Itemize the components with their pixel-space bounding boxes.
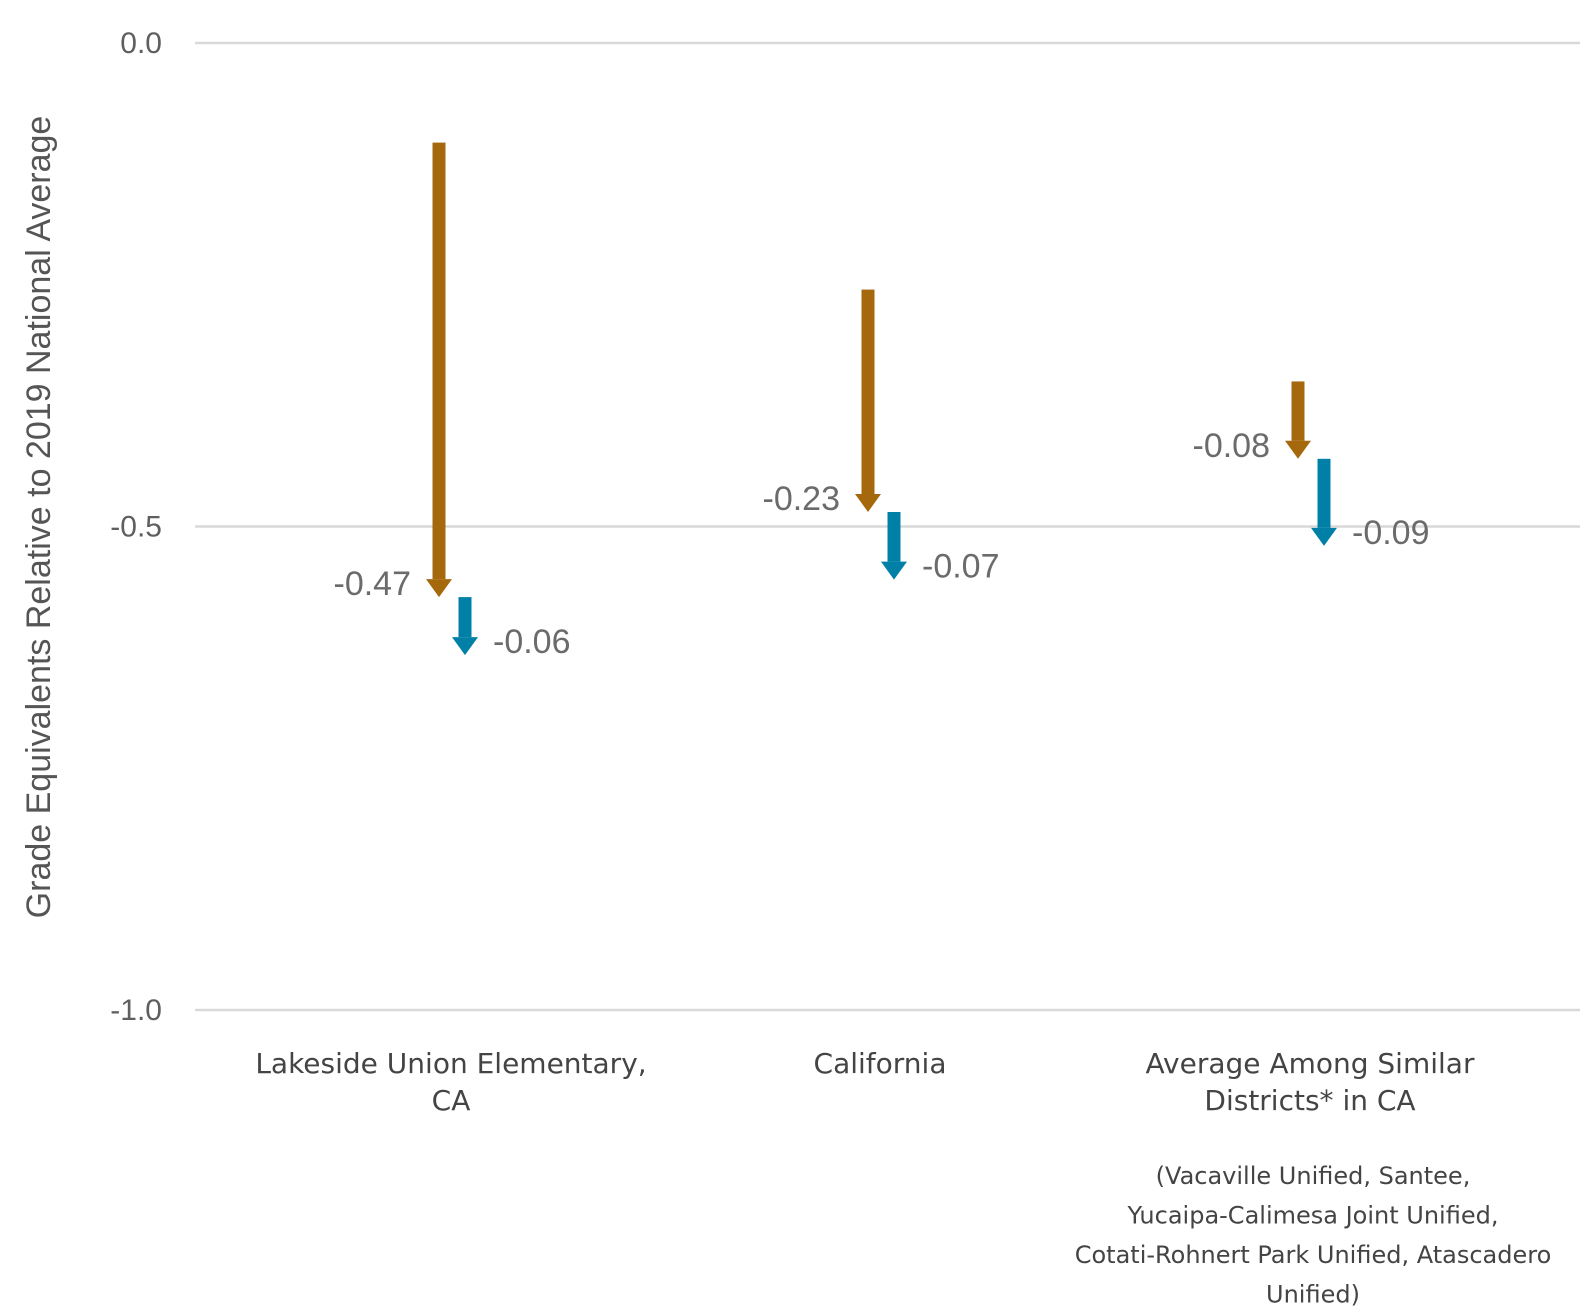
category-note: Cotati-Rohnert Park Unified, Atascadero xyxy=(1075,1241,1552,1269)
data-label: -0.06 xyxy=(493,623,571,661)
data-label: -0.23 xyxy=(763,480,841,518)
arrow-shaft xyxy=(861,289,875,494)
arrow-shaft xyxy=(1317,458,1331,528)
category-labels: Lakeside Union Elementary, CA California Av… xyxy=(255,1047,1551,1309)
arrow-shaft xyxy=(1291,381,1305,441)
arrow-head xyxy=(1311,527,1337,546)
arrow-shaft xyxy=(458,597,472,638)
category-note: Unified) xyxy=(1266,1281,1360,1309)
arrow-shaft xyxy=(887,511,901,562)
arrow-head xyxy=(452,637,478,656)
y-axis-label: Grade Equivalents Relative to 2019 Natio… xyxy=(20,116,58,919)
arrow-2-1: -0.09 xyxy=(1311,458,1430,552)
category-label: Lakeside Union Elementary, xyxy=(255,1047,646,1080)
y-tick-label: -1.0 xyxy=(110,994,162,1027)
arrow-1-0: -0.23 xyxy=(763,289,881,518)
arrow-head xyxy=(1285,440,1311,459)
data-label: -0.08 xyxy=(1193,427,1271,465)
arrow-shaft xyxy=(432,142,446,580)
arrow-head xyxy=(426,579,452,598)
data-label: -0.09 xyxy=(1352,514,1430,552)
y-tick-label: 0.0 xyxy=(120,27,162,60)
arrow-2-0: -0.08 xyxy=(1193,381,1311,465)
arrow-head xyxy=(855,493,881,512)
category-label: CA xyxy=(432,1084,471,1117)
arrows: -0.47 -0.06 -0.23 -0.07 -0.08 -0.09 xyxy=(334,142,1430,661)
arrow-0-1: -0.06 xyxy=(452,597,571,661)
arrow-0-0: -0.47 xyxy=(334,142,452,603)
category-label: Districts* in CA xyxy=(1204,1084,1415,1117)
data-label: -0.47 xyxy=(334,565,412,603)
arrow-1-1: -0.07 xyxy=(881,511,1000,586)
y-axis-ticks: 0.0 -0.5 -1.0 xyxy=(110,27,162,1027)
category-label: Average Among Similar xyxy=(1146,1047,1475,1080)
y-tick-label: -0.5 xyxy=(110,511,162,544)
category-note: Yucaipa-Calimesa Joint Unified, xyxy=(1127,1202,1499,1230)
category-label: California xyxy=(814,1047,947,1080)
category-note: (Vacaville Unified, Santee, xyxy=(1156,1162,1471,1190)
data-label: -0.07 xyxy=(922,548,1000,586)
arrow-head xyxy=(881,561,907,580)
